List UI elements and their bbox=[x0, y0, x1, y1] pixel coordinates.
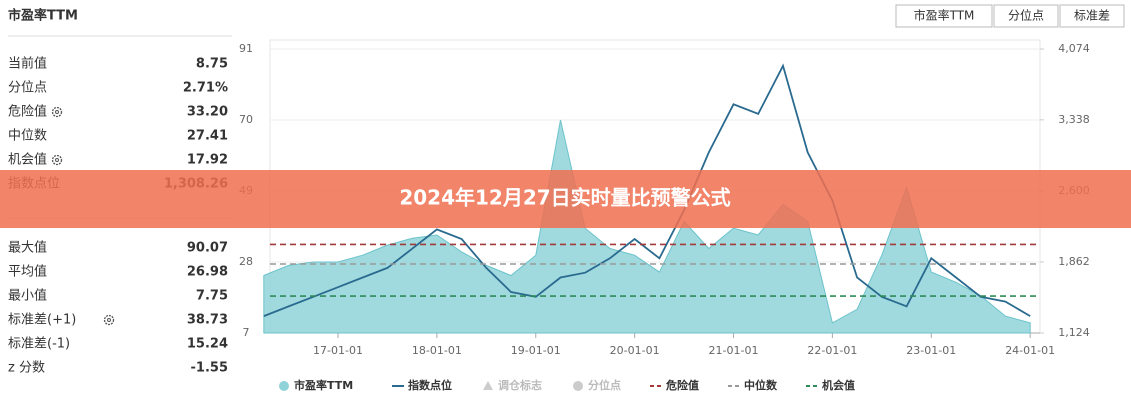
stat-value: 17.92 bbox=[187, 153, 228, 168]
legend-label[interactable]: 危险值 bbox=[665, 378, 699, 392]
x-tick-label: 17-01-01 bbox=[313, 344, 363, 357]
y2-tick-label: 4,074 bbox=[1058, 42, 1090, 55]
banner bbox=[0, 170, 1131, 228]
stat-value: 7.75 bbox=[196, 289, 228, 304]
y2-tick-label: 1,862 bbox=[1058, 255, 1090, 268]
stat-value: 15.24 bbox=[187, 337, 228, 352]
pe-area bbox=[263, 119, 1031, 334]
y-tick-label: 28 bbox=[239, 255, 253, 268]
y-tick-label: 70 bbox=[239, 113, 253, 126]
tab[interactable] bbox=[993, 4, 1059, 28]
gear-icon-hole bbox=[55, 110, 59, 114]
x-tick-label: 20-01-01 bbox=[610, 344, 660, 357]
stat-value: 33.20 bbox=[187, 105, 228, 120]
legend-label[interactable]: 机会值 bbox=[822, 378, 855, 392]
tab-label[interactable]: 市盈率TTM bbox=[914, 8, 975, 23]
tab-label[interactable]: 分位点 bbox=[1008, 8, 1044, 23]
x-tick-label: 24-01-01 bbox=[1005, 344, 1055, 357]
stat-label: 当前值 bbox=[8, 56, 47, 72]
x-tick-label: 21-01-01 bbox=[709, 344, 759, 357]
legend-swatch bbox=[279, 381, 289, 391]
y-tick-label: 91 bbox=[239, 42, 253, 55]
stat-value: 2.71% bbox=[183, 81, 228, 96]
legend-label[interactable]: 调仓标志 bbox=[498, 378, 542, 392]
legend-label[interactable]: 分位点 bbox=[588, 378, 621, 392]
gear-icon-hole bbox=[107, 318, 111, 322]
banner-text: 2024年12月27日实时量比预警公式 bbox=[399, 186, 730, 210]
gear-icon[interactable] bbox=[51, 154, 63, 166]
stat-label: 标准差(-1) bbox=[8, 337, 70, 352]
stat-value: 38.73 bbox=[187, 313, 228, 328]
stat-value: 26.98 bbox=[187, 265, 228, 280]
stat-label: 危险值 bbox=[8, 104, 47, 120]
x-tick-label: 18-01-01 bbox=[412, 344, 462, 357]
legend-swatch bbox=[483, 381, 493, 390]
stat-value: 90.07 bbox=[187, 241, 228, 256]
x-tick-label: 22-01-01 bbox=[807, 344, 857, 357]
stat-label: 分位点 bbox=[8, 81, 47, 96]
stat-label: 标准差(+1) bbox=[8, 313, 76, 328]
stat-value: -1.55 bbox=[191, 361, 228, 376]
legend-label[interactable]: 市盈率TTM bbox=[294, 378, 353, 392]
stat-value: 27.41 bbox=[187, 129, 228, 144]
stat-label: 平均值 bbox=[8, 264, 47, 280]
legend-swatch bbox=[573, 381, 583, 391]
stat-label: 中位数 bbox=[8, 129, 47, 144]
gear-icon[interactable] bbox=[103, 314, 115, 326]
gear-icon-hole bbox=[55, 158, 59, 162]
y-tick-label: 7 bbox=[243, 326, 250, 339]
stat-value: 8.75 bbox=[196, 57, 228, 72]
gear-icon[interactable] bbox=[51, 106, 63, 118]
page-title: 市盈率TTM bbox=[8, 8, 78, 24]
y2-tick-label: 1,124 bbox=[1058, 326, 1090, 339]
y2-tick-label: 3,338 bbox=[1058, 113, 1090, 126]
stat-label: z 分数 bbox=[8, 361, 45, 376]
stat-label: 最大值 bbox=[8, 240, 47, 256]
tab-label[interactable]: 标准差 bbox=[1074, 9, 1110, 23]
x-tick-label: 19-01-01 bbox=[511, 344, 561, 357]
tab[interactable] bbox=[1059, 4, 1125, 28]
stat-label: 机会值 bbox=[8, 152, 47, 168]
stat-label: 最小值 bbox=[8, 288, 47, 304]
x-tick-label: 23-01-01 bbox=[906, 344, 956, 357]
tab[interactable] bbox=[895, 4, 993, 28]
legend-label[interactable]: 指数点位 bbox=[408, 378, 452, 392]
legend-label[interactable]: 中位数 bbox=[744, 378, 778, 392]
